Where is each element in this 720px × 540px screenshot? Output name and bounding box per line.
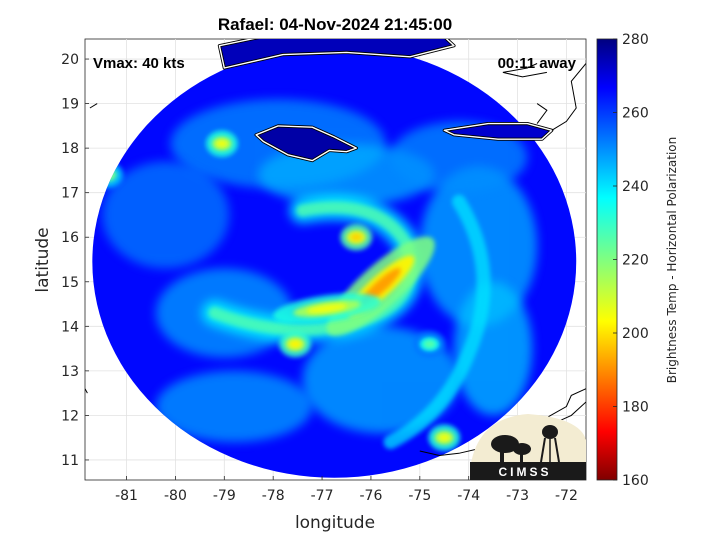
hispaniola-coast xyxy=(551,63,586,131)
x-tick-label: -81 xyxy=(115,488,138,504)
time-away-annotation: 00:11 away xyxy=(498,55,577,72)
feature-3 xyxy=(340,223,373,251)
colorbar-label: Brightness Temp - Horizontal Polarizatio… xyxy=(665,137,679,384)
feature-8 xyxy=(428,424,461,451)
y-tick-label: 19 xyxy=(61,97,79,113)
y-tick-label: 13 xyxy=(61,364,79,380)
feature-4 xyxy=(279,330,312,358)
x-tick-label: -74 xyxy=(457,488,480,504)
colorbar-tick-label: 240 xyxy=(622,179,649,195)
x-tick-label: -76 xyxy=(359,488,382,504)
x-tick-label: -78 xyxy=(262,488,285,504)
y-tick-label: 16 xyxy=(61,230,79,246)
x-tick-label: -75 xyxy=(408,488,431,504)
cayman-coast xyxy=(89,103,98,109)
coastlines xyxy=(85,39,586,457)
y-tick-label: 12 xyxy=(61,408,79,424)
vmax-annotation: Vmax: 40 kts xyxy=(93,55,185,72)
y-tick-label: 11 xyxy=(61,453,79,469)
feature-2 xyxy=(273,293,381,324)
x-tick-label: -79 xyxy=(213,488,236,504)
guajira-coast xyxy=(546,388,586,419)
x-tick-label: -77 xyxy=(311,488,334,504)
feature-5 xyxy=(413,330,446,358)
x-axis-label: longitude xyxy=(295,513,375,533)
y-tick-label: 14 xyxy=(61,319,79,335)
colorbar-tick-label: 220 xyxy=(622,253,649,269)
san-andres-coast xyxy=(85,388,88,394)
colorbar-tick-label: 200 xyxy=(622,326,649,342)
x-tick-label: -73 xyxy=(506,488,529,504)
logo-text: CIMSS xyxy=(498,465,551,479)
chart-title: Rafael: 04-Nov-2024 21:45:00 xyxy=(218,15,452,34)
hispaniola-north-coast xyxy=(502,63,547,78)
y-tick-label: 20 xyxy=(61,52,79,68)
colorbar-tick-label: 280 xyxy=(622,32,649,48)
y-axis-label: latitude xyxy=(33,227,53,292)
colorbar-tick-label: 160 xyxy=(622,473,649,489)
x-tick-label: -72 xyxy=(555,488,578,504)
y-tick-label: 17 xyxy=(61,186,79,202)
x-tick-label: -80 xyxy=(164,488,187,504)
cimss-logo: CIMSS xyxy=(470,414,586,480)
feature-6 xyxy=(205,130,238,157)
y-tick-label: 18 xyxy=(61,141,79,157)
colorbar-tick-label: 260 xyxy=(622,106,649,122)
gonave-coast xyxy=(536,103,548,124)
colorbar-tick-label: 180 xyxy=(622,400,649,416)
y-tick-label: 15 xyxy=(61,275,79,291)
